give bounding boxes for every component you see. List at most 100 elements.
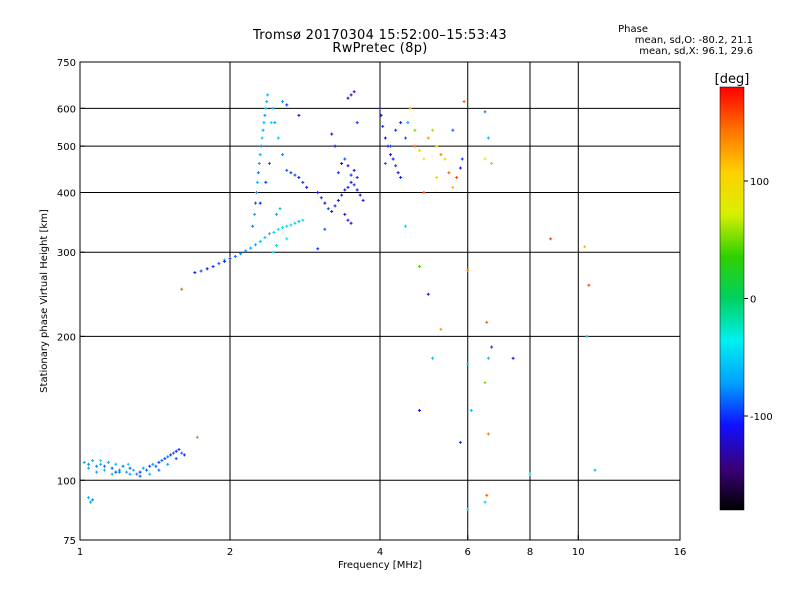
data-point: [490, 161, 494, 165]
data-point: [121, 464, 125, 468]
data-point: [297, 175, 301, 179]
data-point: [549, 237, 553, 241]
data-point: [466, 507, 470, 511]
data-point: [391, 157, 395, 161]
data-point: [340, 193, 344, 197]
data-point: [485, 320, 489, 324]
data-point: [343, 157, 347, 161]
data-point: [593, 468, 597, 472]
data-point: [316, 190, 320, 194]
y-tick-label: 750: [57, 58, 76, 69]
data-point: [135, 472, 139, 476]
colorbar: 100 0 -100: [719, 86, 773, 511]
data-point: [346, 185, 350, 189]
data-point: [323, 227, 327, 231]
data-point: [180, 451, 184, 455]
data-point: [466, 362, 470, 366]
y-tick-label: 500: [57, 142, 76, 153]
data-point: [110, 472, 114, 476]
x-tick-label: 2: [227, 547, 233, 558]
data-point: [585, 334, 589, 338]
data-point: [95, 464, 99, 468]
x-axis-label: Frequency [MHz]: [338, 560, 422, 571]
data-point: [297, 113, 301, 117]
data-point: [352, 90, 356, 94]
y-tick-label: 600: [57, 104, 76, 115]
data-point: [451, 128, 455, 132]
data-point: [264, 180, 268, 184]
data-point: [273, 121, 277, 125]
data-point: [349, 180, 353, 184]
scatter-points: [82, 90, 597, 511]
data-point: [103, 464, 107, 468]
data-point: [138, 470, 142, 474]
data-point: [272, 230, 276, 234]
colorbar-tick-label: 0: [750, 295, 756, 306]
data-point: [180, 287, 184, 291]
data-point: [285, 168, 289, 172]
data-point: [301, 218, 305, 222]
data-point: [285, 224, 289, 228]
data-point: [316, 247, 320, 251]
data-point: [157, 460, 161, 464]
data-point: [330, 132, 334, 136]
data-point: [396, 171, 400, 175]
data-point: [394, 128, 398, 132]
data-point: [417, 265, 421, 269]
data-point: [126, 462, 130, 466]
data-point: [378, 106, 382, 110]
data-point: [258, 201, 262, 205]
phase-info-heading: Phase: [618, 24, 648, 35]
data-point: [86, 496, 90, 500]
x-tick-label: 6: [465, 547, 471, 558]
data-point: [275, 243, 279, 247]
data-point: [169, 453, 173, 457]
data-point: [389, 144, 393, 148]
data-point: [114, 462, 118, 466]
data-point: [343, 188, 347, 192]
data-point: [417, 148, 421, 152]
data-point: [346, 96, 350, 100]
data-point: [355, 188, 359, 192]
data-point: [447, 171, 451, 175]
data-point: [383, 136, 387, 140]
data-point: [511, 356, 515, 360]
data-point: [251, 224, 255, 228]
chart-title-line2: RwPretec (8p): [332, 41, 428, 56]
data-point: [361, 198, 365, 202]
data-point: [426, 136, 430, 140]
data-point: [253, 201, 257, 205]
data-point: [389, 153, 393, 157]
data-point: [266, 93, 270, 97]
data-point: [199, 269, 203, 273]
data-point: [293, 173, 297, 177]
data-point: [336, 198, 340, 202]
colorbar-tick-label: -100: [750, 412, 773, 423]
data-point: [458, 166, 462, 170]
data-point: [486, 432, 490, 436]
axis-ticks: 1 2 4 6 8 10 16 75 100 200 300 400 500 600 750: [57, 58, 686, 558]
data-point: [333, 204, 337, 208]
data-point: [343, 212, 347, 216]
x-tick-label: 4: [377, 547, 383, 558]
data-point: [490, 345, 494, 349]
data-point: [483, 110, 487, 114]
data-point: [257, 161, 261, 165]
data-point: [276, 227, 280, 231]
data-point: [399, 175, 403, 179]
data-point: [485, 493, 489, 497]
data-point: [117, 470, 121, 474]
data-point: [211, 265, 215, 269]
data-point: [413, 144, 417, 148]
data-point: [458, 440, 462, 444]
data-point: [271, 106, 275, 110]
data-point: [114, 470, 118, 474]
data-point: [330, 210, 334, 214]
data-point: [431, 356, 435, 360]
data-point: [326, 207, 330, 211]
data-point: [128, 466, 132, 470]
data-point: [267, 232, 271, 236]
y-tick-label: 300: [57, 248, 76, 259]
data-point: [233, 254, 237, 258]
data-point: [148, 464, 152, 468]
